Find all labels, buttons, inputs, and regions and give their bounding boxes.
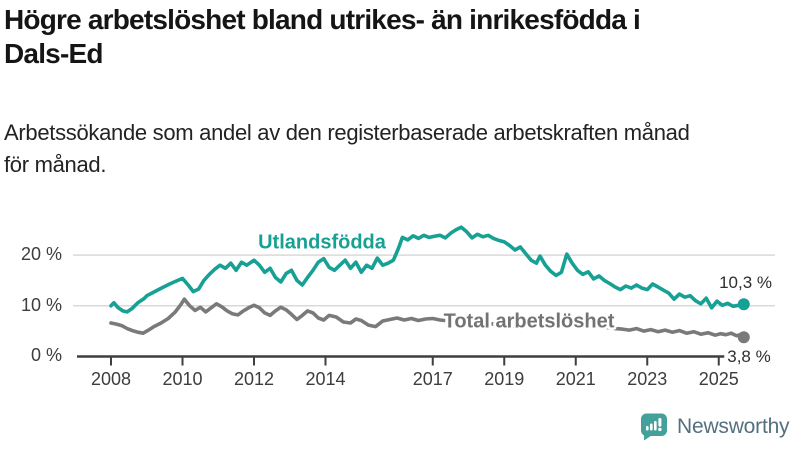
end-value-total: 3,8 %: [724, 347, 774, 367]
x-axis-label: 2010: [162, 369, 203, 389]
series-line-0: [109, 225, 746, 314]
series-label-total-arbetsloshet: Total arbetslöshet: [443, 310, 615, 333]
x-axis-label: 2008: [90, 369, 132, 389]
x-axis-label: 2021: [555, 369, 596, 389]
title-line-2: Dals-Ed: [4, 38, 103, 69]
subtitle-line-2: för månad.: [4, 152, 107, 177]
x-axis-label: 2023: [627, 369, 668, 389]
x-axis-label: 2019: [484, 369, 525, 389]
page-title: Högre arbetslöshet bland utrikes- än inr…: [4, 3, 798, 71]
newsworthy-logo-icon: [641, 413, 667, 441]
x-axis-label: 2012: [233, 369, 275, 389]
series-end-dot-1: [737, 331, 750, 344]
brand-name: Newsworthy: [677, 415, 790, 438]
y-axis-label-10: 10 %: [20, 295, 62, 315]
subtitle-line-1: Arbetssökande som andel av den registerb…: [4, 120, 690, 145]
x-axis-label: 2014: [305, 369, 346, 389]
end-value-utlandsfodda: 10,3 %: [719, 273, 772, 292]
x-axis-label: 2017: [412, 369, 453, 389]
y-axis-label-20: 20 %: [20, 244, 62, 264]
series-line-1: [109, 297, 746, 340]
chart-subtitle: Arbetssökande som andel av den registerb…: [4, 117, 798, 181]
title-line-1: Högre arbetslöshet bland utrikes- än inr…: [4, 4, 641, 35]
y-axis-label-0: 0 %: [30, 345, 62, 365]
x-axis-label: 2025: [698, 369, 739, 389]
series-label-utlandsfodda: Utlandsfödda: [258, 231, 386, 254]
series-end-dot-0: [737, 298, 750, 311]
brand-footer: Newsworthy: [640, 413, 790, 441]
